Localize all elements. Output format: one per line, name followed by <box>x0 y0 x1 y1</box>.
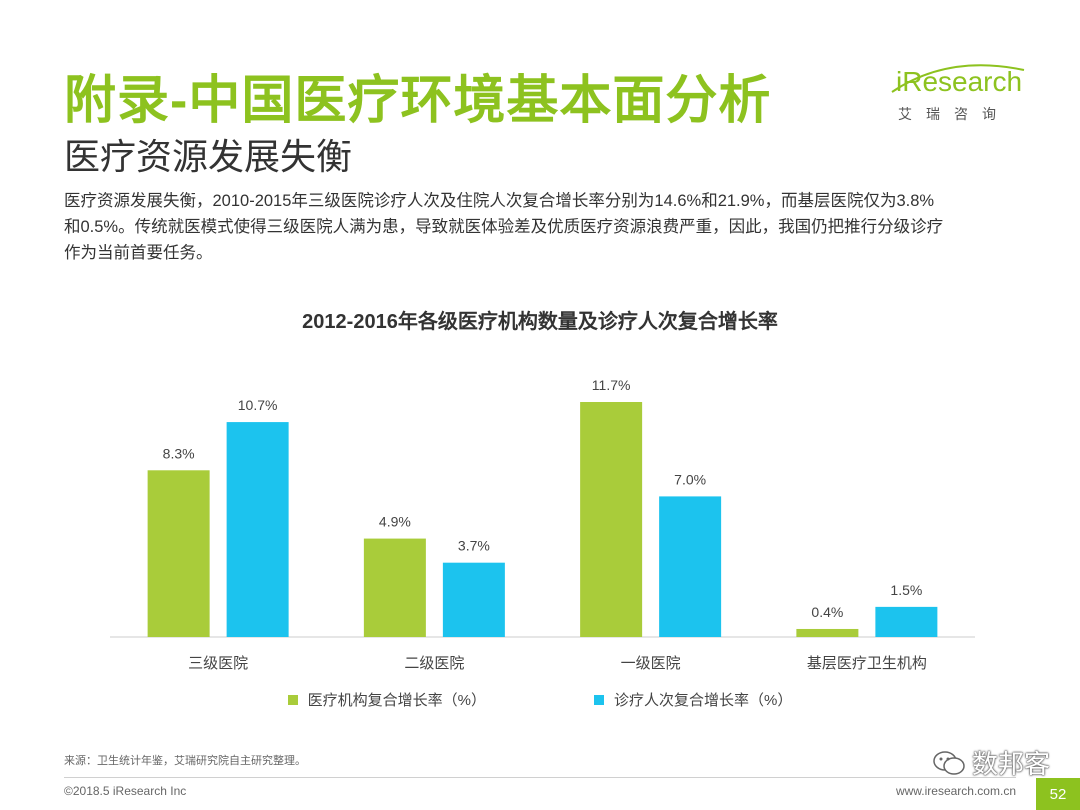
copyright: ©2018.5 iResearch Inc <box>64 784 187 798</box>
logo-wordmark: iResearch <box>896 66 1023 97</box>
category-label: 二级医院 <box>404 654 464 672</box>
watermark: 数邦客 <box>932 744 1050 781</box>
data-label: 4.9% <box>379 514 411 530</box>
bar-facilities-2 <box>580 402 643 637</box>
bar-visits-2 <box>659 496 722 637</box>
category-label: 基层医疗卫生机构 <box>807 655 927 672</box>
bar-facilities-1 <box>363 538 426 637</box>
bar-visits-3 <box>875 606 938 637</box>
description-line: 和0.5%。传统就医模式使得三级医院人满为患，导致就医体验差及优质医疗资源浪费严… <box>64 218 944 236</box>
description-line: 作为当前首要任务。 <box>64 244 213 262</box>
description-line: 医疗资源发展失衡，2010-2015年三级医院诊疗人次及住院人次复合增长率分别为… <box>64 192 935 210</box>
bar-facilities-0 <box>147 470 210 637</box>
category-label: 一级医院 <box>621 654 681 672</box>
watermark-text: 数邦客 <box>972 749 1051 779</box>
chart-legend: 医疗机构复合增长率（%） 诊疗人次复合增长率（%） <box>0 689 1080 710</box>
legend-swatch-blue <box>594 694 604 705</box>
legend-label: 诊疗人次复合增长率（%） <box>614 692 793 709</box>
data-label: 10.7% <box>238 397 278 413</box>
page-subtitle: 医疗资源发展失衡 <box>64 136 353 177</box>
legend-item-facilities: 医疗机构复合增长率（%） <box>287 689 486 710</box>
page-title: 附录-中国医疗环境基本面分析 <box>64 72 772 130</box>
category-label: 三级医院 <box>188 654 248 672</box>
data-label: 1.5% <box>890 582 922 598</box>
data-label: 8.3% <box>163 445 195 461</box>
footer-divider <box>64 777 1016 778</box>
legend-item-visits: 诊疗人次复合增长率（%） <box>594 689 792 710</box>
data-label: 0.4% <box>811 604 843 620</box>
bar-facilities-3 <box>796 628 859 637</box>
chart-title: 2012-2016年各级医疗机构数量及诊疗人次复合增长率 <box>302 311 778 333</box>
page-number: 52 <box>1036 778 1080 810</box>
data-label: 3.7% <box>458 538 490 554</box>
source-note: 来源：卫生统计年鉴，艾瑞研究院自主研究整理。 <box>64 755 306 767</box>
logo-arc-icon <box>891 64 1025 93</box>
data-label: 11.7% <box>592 377 631 393</box>
bar-visits-0 <box>226 422 289 637</box>
website-link[interactable]: www.iresearch.com.cn <box>895 784 1016 798</box>
description-text: 医疗资源发展失衡，2010-2015年三级医院诊疗人次及住院人次复合增长率分别为… <box>64 188 1034 266</box>
data-label: 7.0% <box>674 471 706 487</box>
legend-label: 医疗机构复合增长率（%） <box>307 692 486 709</box>
bar-visits-1 <box>442 562 505 637</box>
legend-swatch-green <box>287 694 298 705</box>
wechat-icon <box>933 750 965 775</box>
logo-chinese-name: 艾瑞咨询 <box>898 106 1010 122</box>
iresearch-logo: iResearch 艾瑞咨询 <box>888 62 1028 124</box>
